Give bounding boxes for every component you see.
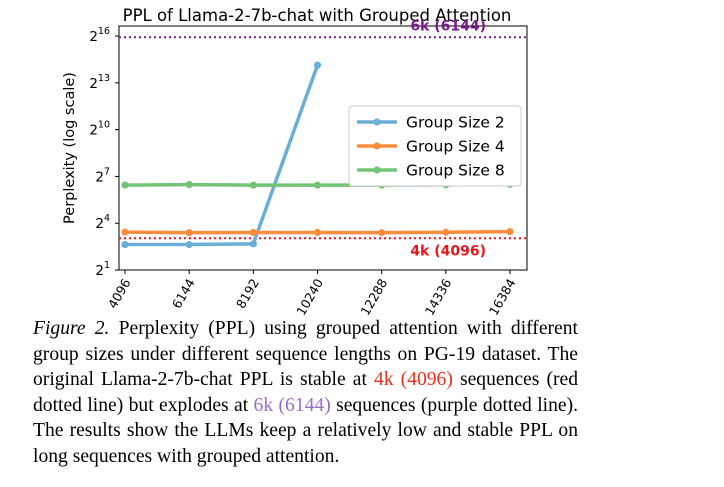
y-axis-label: Perplexity (log scale) <box>62 72 78 224</box>
data-point <box>313 61 322 69</box>
data-point <box>121 181 129 189</box>
data-point <box>249 181 257 189</box>
legend-label: Group Size 4 <box>406 138 505 156</box>
series <box>121 61 322 249</box>
legend-marker <box>373 118 381 126</box>
data-point <box>249 228 257 237</box>
data-point <box>185 240 193 249</box>
data-point <box>185 180 193 189</box>
y-tick-label: 213 <box>89 73 110 92</box>
data-point <box>185 229 193 237</box>
x-tick-label: 16384 <box>486 276 519 318</box>
plot-frame <box>118 25 528 271</box>
reference-line-label: 4k (4096) <box>410 243 486 259</box>
legend-box <box>348 105 522 187</box>
y-axis-ticks: 21 24 27 210 213 216 <box>89 26 119 279</box>
y-tick-label: 27 <box>95 166 110 185</box>
x-tick-label: 14336 <box>422 276 455 318</box>
x-tick-label: 8192 <box>233 276 262 311</box>
caption-text-1: Perplexity (PPL) using grouped attention… <box>33 318 578 391</box>
plot-area <box>118 25 528 271</box>
data-point <box>378 229 386 237</box>
legend-marker <box>373 166 381 174</box>
data-point <box>121 228 129 236</box>
series-line <box>125 64 320 247</box>
legend-label: Group Size 2 <box>406 114 505 132</box>
legend-marker <box>373 142 381 150</box>
x-tick-label: 12288 <box>357 276 390 318</box>
caption-red-highlight: 4k (4096) <box>373 369 453 391</box>
data-point <box>313 181 322 189</box>
chart-figure: PPL of Llama-2-7b-chat with Grouped Atte… <box>62 6 528 318</box>
x-tick-label: 4096 <box>105 276 134 311</box>
data-point <box>442 228 450 236</box>
y-tick-label: 21 <box>95 260 110 279</box>
figure-caption: Figure 2. Perplexity (PPL) using grouped… <box>33 316 578 470</box>
data-point <box>121 240 129 249</box>
caption-text-3: sequences (purple dotted line). The resu… <box>33 394 578 467</box>
line-chart: PPL of Llama-2-7b-chat with Grouped Atte… <box>62 6 528 318</box>
series <box>121 228 514 237</box>
legend: Group Size 2 Group Size 4 Group Size 8 <box>348 105 522 187</box>
caption-text-2: sequences (red dotted line) but explodes… <box>33 369 578 416</box>
y-tick-label: 210 <box>89 120 110 139</box>
data-point <box>313 228 322 237</box>
data-point <box>249 240 257 248</box>
caption-label: Figure 2. <box>33 318 110 339</box>
y-tick-label: 216 <box>89 26 110 45</box>
reference-line-label: 6k (6144) <box>410 18 486 34</box>
legend-label: Group Size 8 <box>406 162 505 180</box>
caption-purple-highlight: 6k (6144) <box>253 394 331 416</box>
chart-title: PPL of Llama-2-7b-chat with Grouped Atte… <box>123 6 512 25</box>
x-tick-label: 6144 <box>169 276 198 311</box>
reference-lines: 6k (6144) 4k (4096) <box>119 18 527 259</box>
data-point <box>506 228 514 236</box>
x-axis-ticks: 4096 6144 8192 10240 12288 14336 16384 <box>105 270 519 318</box>
y-tick-label: 24 <box>95 213 110 232</box>
x-tick-label: 10240 <box>293 276 326 318</box>
